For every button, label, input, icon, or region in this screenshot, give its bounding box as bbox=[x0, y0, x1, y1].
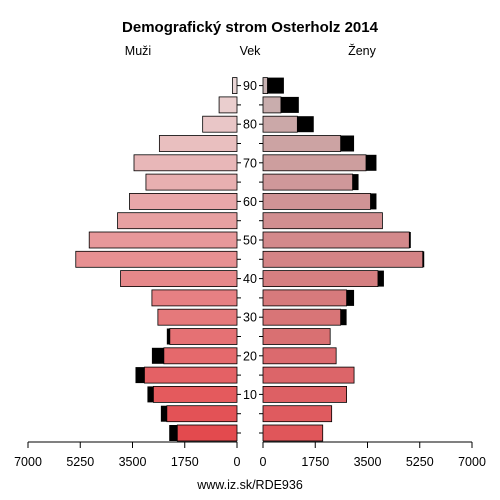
left-series-label: Muži bbox=[125, 44, 151, 58]
male-x-tick-label: 3500 bbox=[119, 455, 147, 469]
male-bar-15-19 bbox=[144, 366, 238, 384]
male-bar-55-59 bbox=[117, 212, 238, 230]
age-tick-label-70: 70 bbox=[243, 156, 257, 170]
male-bar-35-39 bbox=[151, 289, 238, 307]
female-x-tick-label: 0 bbox=[260, 455, 267, 469]
male-bar-80-84 bbox=[202, 115, 238, 133]
female-bar-25-29 bbox=[262, 328, 331, 345]
female-x-tick-label: 5250 bbox=[406, 455, 434, 469]
female-bar-50-54 bbox=[262, 231, 410, 249]
male-x-tick-label: 7000 bbox=[14, 455, 42, 469]
male-excess-bar-0-4 bbox=[169, 425, 178, 441]
female-bar-5-9 bbox=[262, 405, 333, 423]
female-bar-20-24 bbox=[262, 347, 337, 365]
footer-source: www.iz.sk/RDE936 bbox=[196, 478, 303, 492]
female-excess-bar-70-74 bbox=[366, 154, 377, 171]
female-excess-bar-40-44 bbox=[377, 270, 384, 287]
male-excess-bar-25-29 bbox=[166, 328, 170, 345]
female-x-tick-label: 3500 bbox=[354, 455, 382, 469]
male-bar-20-24 bbox=[163, 347, 238, 365]
female-x-tick-label: 1750 bbox=[301, 455, 329, 469]
female-excess-bar-35-39 bbox=[346, 289, 355, 306]
male-bar-10-14 bbox=[152, 385, 238, 403]
female-bar-35-39 bbox=[262, 289, 347, 307]
female-bar-15-19 bbox=[262, 366, 355, 384]
female-bar-40-44 bbox=[262, 270, 379, 288]
age-tick-label-80: 80 bbox=[243, 118, 257, 132]
male-bar-40-44 bbox=[120, 270, 238, 288]
male-bar-85-89 bbox=[218, 96, 238, 114]
chart-title: Demografický strom Osterholz 2014 bbox=[122, 19, 379, 36]
right-series-label: Ženy bbox=[348, 43, 377, 58]
male-excess-bar-10-14 bbox=[147, 386, 154, 403]
female-bar-10-14 bbox=[262, 385, 347, 403]
male-bar-5-9 bbox=[166, 405, 238, 423]
female-excess-bar-80-84 bbox=[297, 116, 314, 133]
female-excess-bar-85-89 bbox=[280, 96, 299, 113]
male-bar-65-69 bbox=[145, 173, 238, 191]
male-excess-bar-15-19 bbox=[135, 367, 145, 384]
age-tick-label-50: 50 bbox=[243, 234, 257, 248]
male-bar-70-74 bbox=[133, 154, 238, 172]
female-excess-bar-60-64 bbox=[370, 193, 377, 210]
female-excess-bar-65-69 bbox=[352, 174, 359, 191]
female-excess-bar-75-79 bbox=[340, 135, 355, 152]
age-tick-label-20: 20 bbox=[243, 349, 257, 363]
male-x-tick-label: 5250 bbox=[66, 455, 94, 469]
male-excess-bar-20-24 bbox=[151, 347, 164, 364]
age-tick-label-40: 40 bbox=[243, 272, 257, 286]
male-x-tick-label: 0 bbox=[234, 455, 241, 469]
male-bar-75-79 bbox=[158, 135, 238, 152]
female-x-tick-label: 7000 bbox=[458, 455, 486, 469]
female-bar-30-34 bbox=[262, 308, 342, 326]
male-x-tick-label: 1750 bbox=[171, 455, 199, 469]
female-bar-45-49 bbox=[262, 250, 424, 268]
female-bar-85-89 bbox=[262, 96, 282, 114]
female-bar-75-79 bbox=[262, 135, 342, 152]
female-bar-80-84 bbox=[262, 115, 298, 133]
female-bar-0-4 bbox=[262, 424, 324, 442]
axes-group: 90 80 70 60 50 40 30 20 10 7000 5250 3500 1750 0 0 1750… bbox=[14, 79, 486, 469]
female-bar-55-59 bbox=[262, 212, 383, 230]
male-excess-bar-5-9 bbox=[160, 405, 167, 422]
female-excess-bar-90+ bbox=[267, 77, 284, 94]
female-excess-bar-45-49 bbox=[422, 251, 425, 268]
male-bar-50-54 bbox=[88, 231, 238, 249]
female-bar-65-69 bbox=[262, 173, 353, 191]
age-tick-label-30: 30 bbox=[243, 311, 257, 325]
male-bar-30-34 bbox=[157, 308, 238, 326]
age-tick-label-10: 10 bbox=[243, 388, 257, 402]
female-bar-70-74 bbox=[262, 154, 367, 172]
bars-group bbox=[75, 77, 425, 442]
male-bar-0-4 bbox=[176, 424, 238, 442]
female-bar-60-64 bbox=[262, 192, 371, 210]
age-axis-label: Vek bbox=[240, 44, 262, 58]
female-bar-90+ bbox=[262, 77, 268, 94]
female-excess-bar-30-34 bbox=[340, 309, 347, 326]
age-tick-label-90: 90 bbox=[243, 79, 257, 93]
male-bar-45-49 bbox=[75, 250, 238, 268]
female-excess-bar-50-54 bbox=[409, 232, 411, 248]
age-tick-label-60: 60 bbox=[243, 195, 257, 209]
male-bar-90+ bbox=[232, 77, 238, 94]
male-bar-25-29 bbox=[169, 328, 238, 345]
male-bar-60-64 bbox=[129, 192, 238, 210]
